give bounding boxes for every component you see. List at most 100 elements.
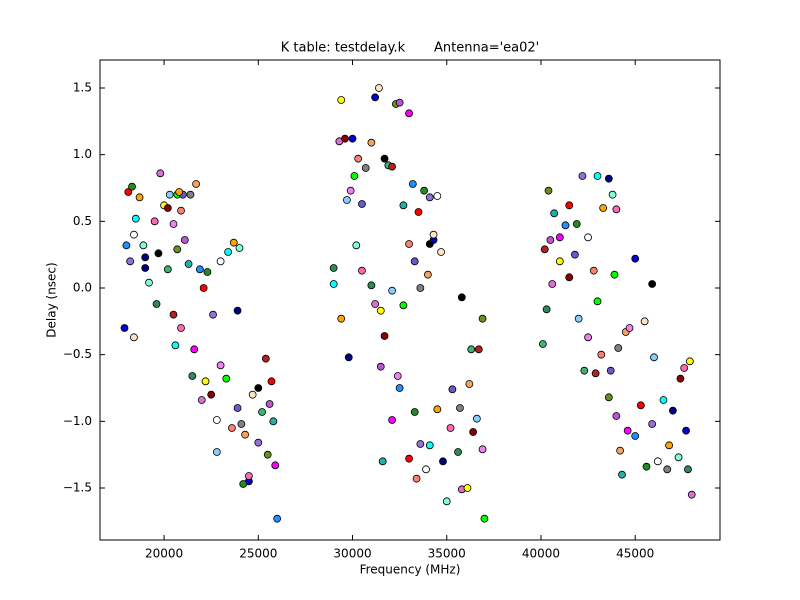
data-point [618,470,626,479]
data-point [376,306,385,315]
data-point [197,396,206,404]
data-point [173,245,182,254]
data-point [248,390,257,399]
data-point [584,333,592,342]
data-point [350,172,359,180]
data-point [416,440,425,448]
data-point [648,420,657,428]
data-point [580,366,589,375]
data-point [263,450,272,459]
data-point [199,284,208,292]
data-point [642,462,651,471]
y-tick-label: −1.0 [63,414,92,428]
data-point [668,406,677,415]
data-point [261,354,270,363]
data-point [342,196,351,204]
data-point [405,454,413,463]
data-point [463,484,472,492]
data-point [190,345,199,354]
data-point [175,188,184,196]
data-point [478,314,487,323]
data-point [467,345,476,354]
data-point [337,96,346,104]
data-point [439,457,447,466]
data-point [177,324,185,332]
data-point [405,109,413,118]
data-point [589,266,598,275]
data-point [184,260,193,268]
chart-title: K table: testdelay.k Antenna='ea02' [281,41,540,56]
data-point [388,286,396,295]
y-tick-label: 1.0 [73,147,92,161]
data-point [687,490,696,499]
data-point [207,390,216,399]
data-point [141,253,150,262]
data-point [604,174,613,183]
data-point [233,306,242,315]
data-point [171,341,180,350]
data-point [544,186,553,195]
x-tick-label: 30000 [333,547,371,561]
data-point [546,236,555,244]
data-point [555,257,564,266]
data-point [597,350,606,359]
data-point [388,416,396,424]
data-point [599,204,608,212]
data-point [653,457,662,466]
data-point [165,190,174,199]
y-tick-label: −1.5 [63,481,92,495]
data-point [454,448,462,456]
data-point [565,273,574,282]
data-point [235,244,244,252]
data-point [163,204,172,212]
data-point [424,270,432,279]
data-point [344,353,353,362]
data-point [239,480,248,488]
data-point [416,284,425,292]
data-point [550,209,559,218]
data-point [608,190,617,199]
data-point [663,465,672,474]
data-point [201,377,210,386]
data-point [271,461,280,470]
data-point [244,472,253,480]
data-point [425,240,434,248]
data-point [358,200,366,208]
data-point [414,208,423,216]
data-point [358,266,366,275]
data-point [472,414,481,423]
data-point [422,465,430,474]
data-point [203,268,212,276]
data-point [478,445,487,454]
data-point [195,265,204,274]
data-point [120,324,129,332]
data-point [395,384,404,392]
data-point [650,353,658,362]
data-point [222,374,231,383]
data-point [469,428,478,436]
data-point [648,280,657,288]
data-point [269,417,278,426]
x-tick-label: 25000 [239,547,277,561]
y-tick-label: 1.5 [73,81,92,95]
data-point [442,497,451,506]
data-point [254,438,263,447]
data-point [457,293,466,302]
data-point [540,245,549,254]
data-point [612,205,621,214]
x-tick-label: 20000 [145,547,183,561]
data-point [188,372,197,380]
data-point [177,206,185,215]
data-point [674,453,683,462]
data-point [361,164,370,172]
data-point [448,385,457,394]
data-point [139,241,148,250]
data-point [367,281,376,290]
data-point [378,457,387,466]
data-point [433,405,442,414]
data-point [433,192,442,200]
data-point [474,345,483,354]
data-point [636,401,645,410]
data-point [548,280,557,288]
